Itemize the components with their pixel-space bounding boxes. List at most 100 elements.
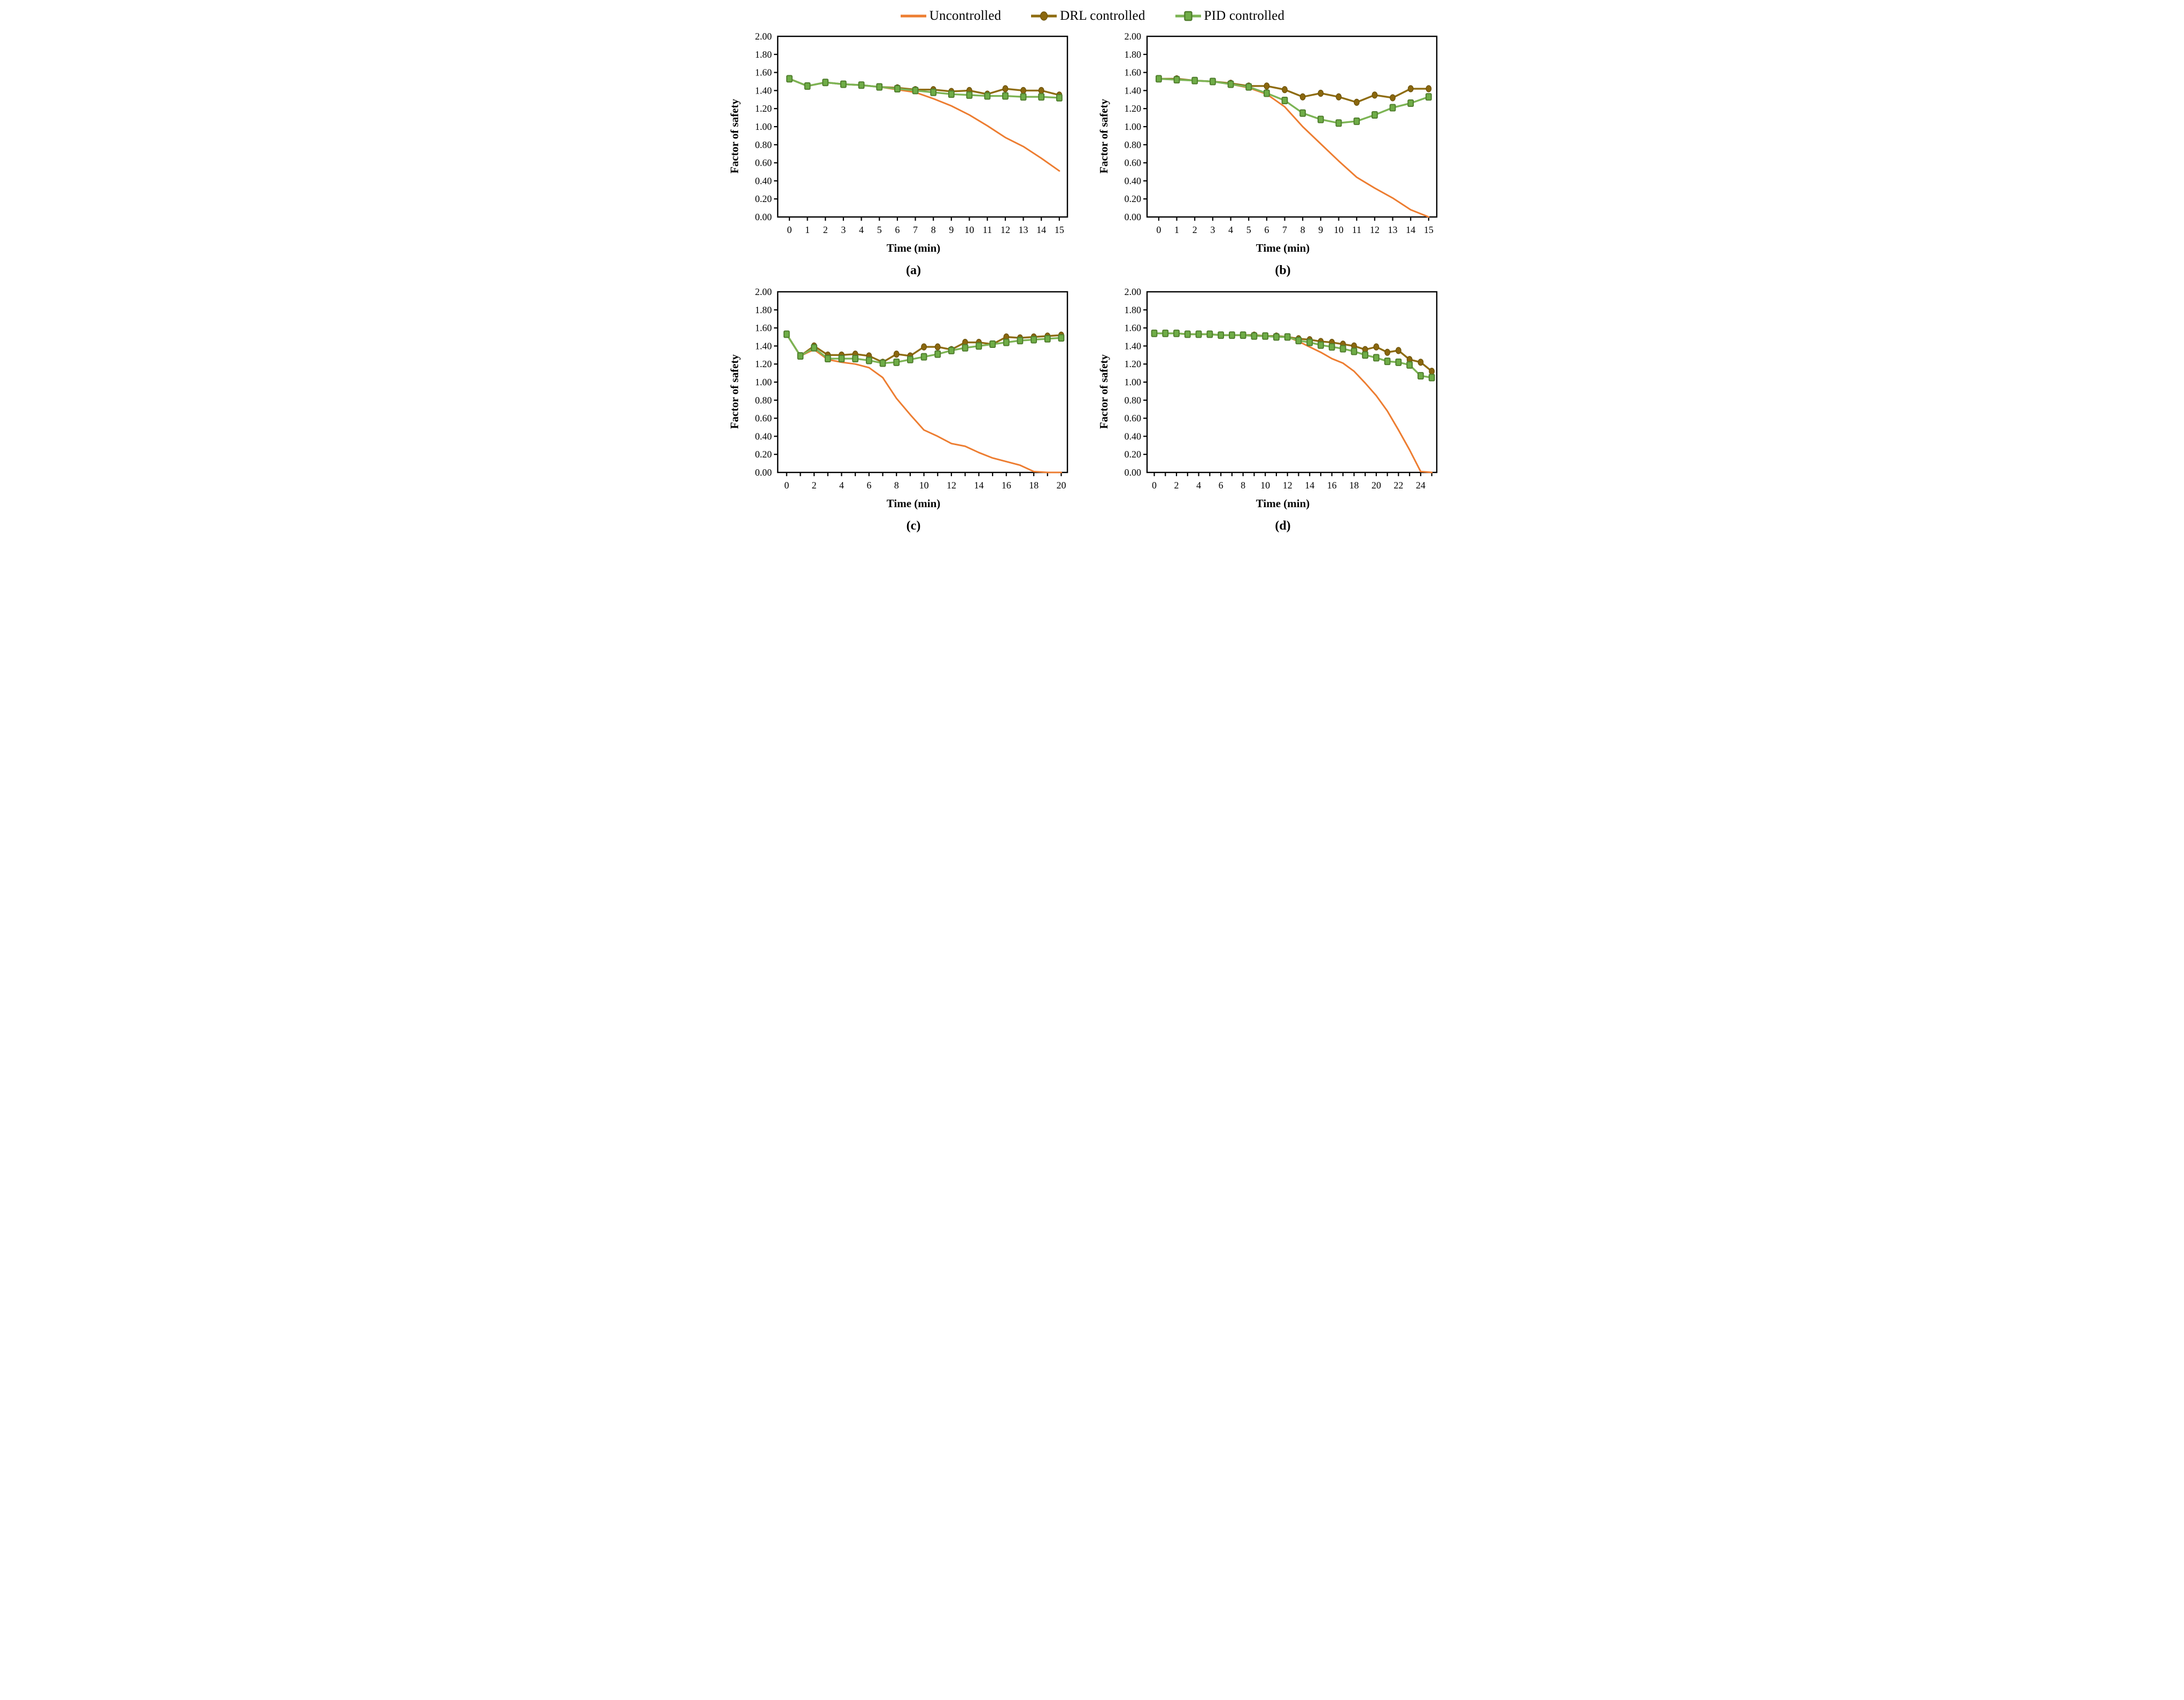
svg-text:3: 3: [841, 224, 846, 235]
svg-text:0.40: 0.40: [1125, 175, 1142, 186]
svg-text:0.80: 0.80: [755, 395, 772, 406]
panel-caption-a: (a): [906, 263, 921, 277]
y-axis-title: Factor of safety: [727, 99, 741, 174]
svg-text:10: 10: [919, 480, 929, 491]
svg-text:0.00: 0.00: [1125, 467, 1142, 478]
svg-text:2.00: 2.00: [1125, 286, 1142, 297]
svg-text:0.20: 0.20: [755, 449, 772, 460]
panel-c: Factor of safety 0.00 0.20 0.40 0.60 0.80 1.0…: [725, 284, 1089, 537]
svg-text:1.60: 1.60: [1125, 67, 1142, 78]
svg-text:2.00: 2.00: [755, 31, 772, 42]
chart-d: 0.00 0.20 0.40 0.60 0.80 1.00 1.20 1.40 1.60 1.80…: [1125, 286, 1438, 491]
svg-text:24: 24: [1416, 480, 1426, 491]
svg-text:14: 14: [1406, 224, 1415, 235]
svg-text:8: 8: [931, 224, 936, 235]
svg-text:6: 6: [895, 224, 900, 235]
svg-text:0.20: 0.20: [1125, 449, 1142, 460]
svg-text:0.60: 0.60: [755, 158, 772, 168]
svg-text:18: 18: [1029, 480, 1039, 491]
svg-text:8: 8: [894, 480, 899, 491]
svg-text:0.80: 0.80: [1125, 139, 1142, 150]
x-axis-title: Time (min): [1256, 497, 1310, 510]
svg-text:2: 2: [823, 224, 828, 235]
svg-text:0.20: 0.20: [755, 193, 772, 204]
y-axis-title: Factor of safety: [1097, 99, 1110, 174]
svg-text:0.80: 0.80: [755, 139, 772, 150]
svg-text:15: 15: [1424, 224, 1434, 235]
svg-text:9: 9: [949, 224, 954, 235]
drl-line-circle-icon: [1031, 11, 1057, 21]
svg-text:0.40: 0.40: [1125, 431, 1142, 441]
svg-text:1.60: 1.60: [755, 67, 772, 78]
panel-caption-b: (b): [1275, 263, 1291, 277]
svg-text:1.00: 1.00: [755, 377, 772, 387]
svg-text:2.00: 2.00: [1125, 31, 1142, 42]
svg-text:22: 22: [1393, 480, 1403, 491]
svg-text:1.20: 1.20: [1125, 359, 1142, 369]
svg-text:0.60: 0.60: [1125, 413, 1142, 424]
svg-text:7: 7: [1282, 224, 1287, 235]
uncontrolled-line-icon: [900, 14, 926, 18]
svg-text:1.00: 1.00: [1125, 377, 1142, 387]
panel-a: Factor of safety 0.00 0.20 0.40 0.60 0.80 1.0…: [725, 29, 1089, 281]
svg-text:13: 13: [1388, 224, 1398, 235]
svg-text:14: 14: [1036, 224, 1046, 235]
svg-text:0.00: 0.00: [1125, 212, 1142, 222]
svg-text:1.80: 1.80: [755, 305, 772, 315]
svg-text:1.80: 1.80: [755, 49, 772, 60]
svg-text:9: 9: [1318, 224, 1323, 235]
svg-text:1.20: 1.20: [755, 359, 772, 369]
svg-text:1.20: 1.20: [1125, 103, 1142, 114]
legend-item-uncontrolled: Uncontrolled: [900, 9, 1001, 24]
svg-text:4: 4: [1228, 224, 1233, 235]
svg-text:1.40: 1.40: [755, 85, 772, 96]
x-axis-title: Time (min): [886, 497, 941, 510]
svg-text:0.60: 0.60: [1125, 158, 1142, 168]
svg-text:0.00: 0.00: [755, 212, 772, 222]
svg-text:11: 11: [1352, 224, 1361, 235]
svg-text:1.20: 1.20: [755, 103, 772, 114]
svg-text:1.60: 1.60: [755, 323, 772, 333]
svg-text:10: 10: [965, 224, 974, 235]
svg-text:13: 13: [1019, 224, 1028, 235]
svg-text:3: 3: [1210, 224, 1215, 235]
svg-text:14: 14: [1305, 480, 1314, 491]
legend-label-drl-controlled: DRL controlled: [1060, 9, 1145, 23]
svg-text:1.80: 1.80: [1125, 305, 1142, 315]
svg-text:0: 0: [1156, 224, 1161, 235]
panel-caption-c: (c): [906, 519, 921, 533]
svg-text:8: 8: [1300, 224, 1305, 235]
svg-text:15: 15: [1055, 224, 1064, 235]
svg-text:2.00: 2.00: [755, 286, 772, 297]
legend: Uncontrolled DRL controlled PID controll…: [725, 3, 1459, 26]
svg-text:8: 8: [1241, 480, 1245, 491]
svg-text:0.20: 0.20: [1125, 193, 1142, 204]
svg-text:12: 12: [1001, 224, 1010, 235]
svg-text:0: 0: [1152, 480, 1157, 491]
chart-a: 0.00 0.20 0.40 0.60 0.80 1.00 1.20 1.40 1.60 1.80…: [755, 31, 1068, 235]
svg-text:1.40: 1.40: [755, 340, 772, 351]
svg-text:12: 12: [1283, 480, 1292, 491]
chart-c: 0.00 0.20 0.40 0.60 0.80 1.00 1.20 1.40 1.60 1.80…: [755, 286, 1068, 491]
svg-text:1: 1: [805, 224, 810, 235]
svg-text:0.60: 0.60: [755, 413, 772, 424]
svg-text:4: 4: [1196, 480, 1201, 491]
svg-text:1.00: 1.00: [755, 121, 772, 132]
svg-text:6: 6: [1264, 224, 1269, 235]
svg-text:10: 10: [1260, 480, 1270, 491]
svg-text:16: 16: [1002, 480, 1011, 491]
svg-text:1.40: 1.40: [1125, 340, 1142, 351]
svg-text:0: 0: [787, 224, 792, 235]
svg-text:6: 6: [1219, 480, 1223, 491]
legend-item-pid-controlled: PID controlled: [1174, 9, 1285, 24]
svg-text:12: 12: [947, 480, 956, 491]
svg-text:0.40: 0.40: [755, 175, 772, 186]
x-axis-title: Time (min): [886, 242, 941, 254]
figure-four-panel-chart: Uncontrolled DRL controlled PID controll…: [725, 0, 1459, 544]
svg-text:5: 5: [1246, 224, 1251, 235]
y-axis-title: Factor of safety: [1097, 354, 1110, 429]
svg-text:2: 2: [1174, 480, 1179, 491]
svg-text:14: 14: [974, 480, 983, 491]
svg-text:2: 2: [1192, 224, 1197, 235]
panel-caption-d: (d): [1275, 519, 1291, 533]
